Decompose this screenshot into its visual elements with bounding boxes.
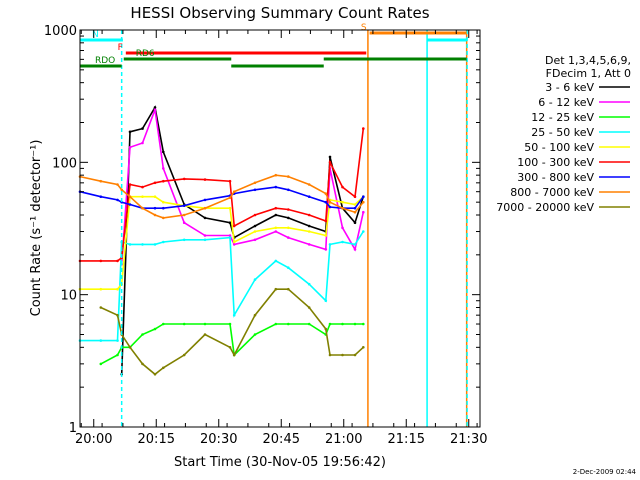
x-tick-label: 20:30 — [200, 432, 237, 447]
flag-label: F — [118, 43, 123, 53]
x-tick-label: 20:00 — [75, 432, 112, 447]
flag-label: S — [361, 23, 367, 33]
legend-label: 100 - 300 keV — [517, 156, 594, 169]
legend-label: 3 - 6 keV — [545, 81, 594, 94]
y-tick-label: 1000 — [44, 24, 77, 39]
x-tick-label: 20:15 — [138, 432, 175, 447]
series-line — [100, 288, 364, 376]
x-tick-label: 20:45 — [263, 432, 300, 447]
legend: Det 1,3,4,5,6,9,FDecim 1, Att 03 - 6 keV… — [496, 54, 631, 214]
legend-label: 800 - 7000 keV — [510, 186, 594, 199]
legend-label: 50 - 100 keV — [524, 141, 594, 154]
x-axis-label: Start Time (30-Nov-05 19:56:42) — [174, 455, 386, 470]
x-tick-label: 21:15 — [388, 432, 425, 447]
series-line — [80, 195, 364, 291]
series-line — [79, 174, 364, 219]
series-line — [120, 109, 365, 265]
y-tick-label: 10 — [60, 289, 77, 304]
chart-title: HESSI Observing Summary Count Rates — [130, 4, 429, 22]
legend-label: 6 - 12 keV — [538, 96, 594, 109]
series-12-25-kev — [99, 322, 365, 366]
x-axis-ticks: 20:00 20:15 20:30 20:45 21:00 21:15 21:30 — [75, 30, 487, 447]
y-axis-ticks: 1 10 100 1000 — [44, 24, 480, 436]
series-line — [80, 231, 364, 342]
generated-timestamp: 2-Dec-2009 02:44 — [573, 468, 637, 476]
y-tick-label: 1 — [69, 421, 77, 436]
legend-label: 300 - 800 keV — [517, 171, 594, 184]
flag-label: N — [92, 30, 99, 40]
y-tick-label: 100 — [52, 156, 77, 171]
series-800-7000-kev — [78, 173, 365, 220]
flag-label: RDO — [95, 56, 115, 66]
series-100-300-kev — [78, 127, 365, 263]
plot-frame — [79, 29, 481, 428]
x-tick-label: 21:00 — [325, 432, 362, 447]
legend-header: FDecim 1, Att 0 — [546, 67, 631, 80]
legend-label: 25 - 50 keV — [531, 126, 594, 139]
legend-label: 12 - 25 keV — [531, 111, 594, 124]
series-line — [80, 128, 365, 262]
x-tick-label: 21:30 — [450, 432, 487, 447]
series-line — [100, 323, 364, 365]
y-axis-label: Count Rate (s⁻¹ detector⁻¹) — [29, 140, 44, 317]
legend-header: Det 1,3,4,5,6,9, — [545, 54, 631, 67]
series-6-12-kev — [120, 108, 365, 266]
flag-bars: N F S RDO RD6 — [80, 23, 467, 68]
flag-label: RD6 — [136, 49, 155, 59]
series-25-50-kev — [78, 230, 365, 342]
series-line — [79, 186, 364, 209]
vertical-markers — [120, 30, 468, 427]
legend-label: 7000 - 20000 keV — [496, 201, 594, 214]
